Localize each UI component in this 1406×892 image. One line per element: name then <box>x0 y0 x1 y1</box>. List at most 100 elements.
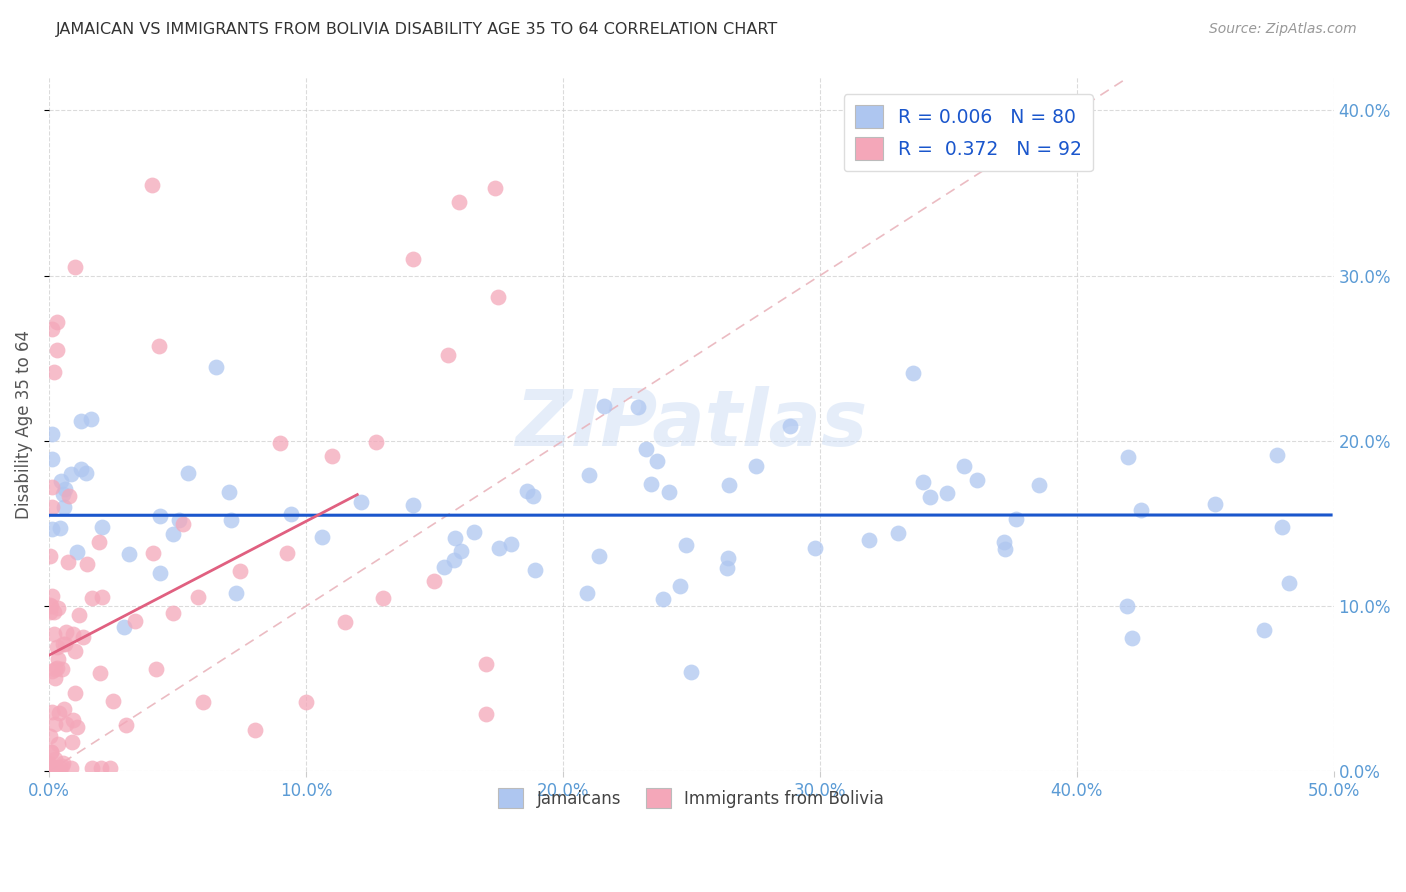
Point <box>45 640 67 654</box>
Point <box>450 544 472 558</box>
Point <box>911 475 934 490</box>
Point <box>52 756 75 770</box>
Point <box>858 533 880 547</box>
Point <box>148 339 170 353</box>
Point <box>41 452 63 467</box>
Point <box>1116 450 1139 465</box>
Point <box>1265 448 1288 462</box>
Point <box>75 466 97 480</box>
Point <box>63 643 86 657</box>
Point <box>66 720 89 734</box>
Point <box>48 761 70 775</box>
Point <box>41 480 63 494</box>
Point <box>72 630 94 644</box>
Point <box>993 535 1015 549</box>
Point <box>176 467 198 481</box>
Point <box>675 538 697 552</box>
Point <box>60 467 83 482</box>
Point <box>60 735 83 749</box>
Point <box>45 343 67 357</box>
Point <box>901 367 924 381</box>
Point <box>295 695 318 709</box>
Point <box>1271 520 1294 534</box>
Point <box>423 574 446 589</box>
Point <box>172 516 194 531</box>
Point <box>44 761 66 775</box>
Point <box>46 661 69 675</box>
Point <box>499 537 522 551</box>
Point <box>145 662 167 676</box>
Point <box>1204 497 1226 511</box>
Point <box>1253 624 1275 638</box>
Point <box>634 442 657 456</box>
Point <box>46 601 69 615</box>
Point <box>887 526 910 541</box>
Point <box>243 723 266 737</box>
Point <box>149 566 172 581</box>
Point <box>44 662 66 676</box>
Point <box>56 555 79 569</box>
Point <box>953 459 976 474</box>
Point <box>45 315 67 329</box>
Point <box>488 541 510 555</box>
Point <box>51 759 73 773</box>
Point <box>41 705 63 719</box>
Point <box>779 418 801 433</box>
Point <box>59 761 82 775</box>
Point <box>90 520 112 534</box>
Point <box>39 598 62 612</box>
Point <box>46 737 69 751</box>
Point <box>62 626 84 640</box>
Point <box>311 530 333 544</box>
Point <box>49 474 72 488</box>
Point <box>578 468 600 483</box>
Point <box>162 606 184 620</box>
Point <box>645 454 668 468</box>
Point <box>55 625 77 640</box>
Point <box>218 484 240 499</box>
Point <box>39 761 62 775</box>
Point <box>66 545 89 559</box>
Point <box>447 195 470 210</box>
Point <box>112 620 135 634</box>
Point <box>522 490 544 504</box>
Point <box>53 482 76 496</box>
Point <box>39 756 62 771</box>
Point <box>225 586 247 600</box>
Point <box>67 607 90 622</box>
Point <box>63 686 86 700</box>
Point <box>39 745 62 759</box>
Point <box>280 507 302 521</box>
Point <box>41 589 63 603</box>
Point <box>44 717 66 731</box>
Point <box>651 592 673 607</box>
Point <box>474 706 496 721</box>
Point <box>1116 599 1139 613</box>
Point <box>371 591 394 605</box>
Point <box>70 414 93 428</box>
Point <box>42 605 65 619</box>
Point <box>76 557 98 571</box>
Point <box>142 546 165 560</box>
Legend: Jamaicans, Immigrants from Bolivia: Jamaicans, Immigrants from Bolivia <box>492 781 891 815</box>
Point <box>39 745 62 759</box>
Point <box>717 477 740 491</box>
Point <box>994 541 1017 556</box>
Point <box>167 513 190 527</box>
Point <box>141 178 163 192</box>
Point <box>58 489 80 503</box>
Point <box>42 365 65 379</box>
Point <box>124 614 146 628</box>
Point <box>681 665 703 680</box>
Point <box>186 590 208 604</box>
Point <box>89 534 111 549</box>
Point <box>52 500 75 514</box>
Point <box>443 553 465 567</box>
Point <box>1129 502 1152 516</box>
Point <box>63 260 86 275</box>
Point <box>276 546 298 560</box>
Point <box>588 549 610 563</box>
Point <box>149 509 172 524</box>
Point <box>80 591 103 605</box>
Point <box>936 485 959 500</box>
